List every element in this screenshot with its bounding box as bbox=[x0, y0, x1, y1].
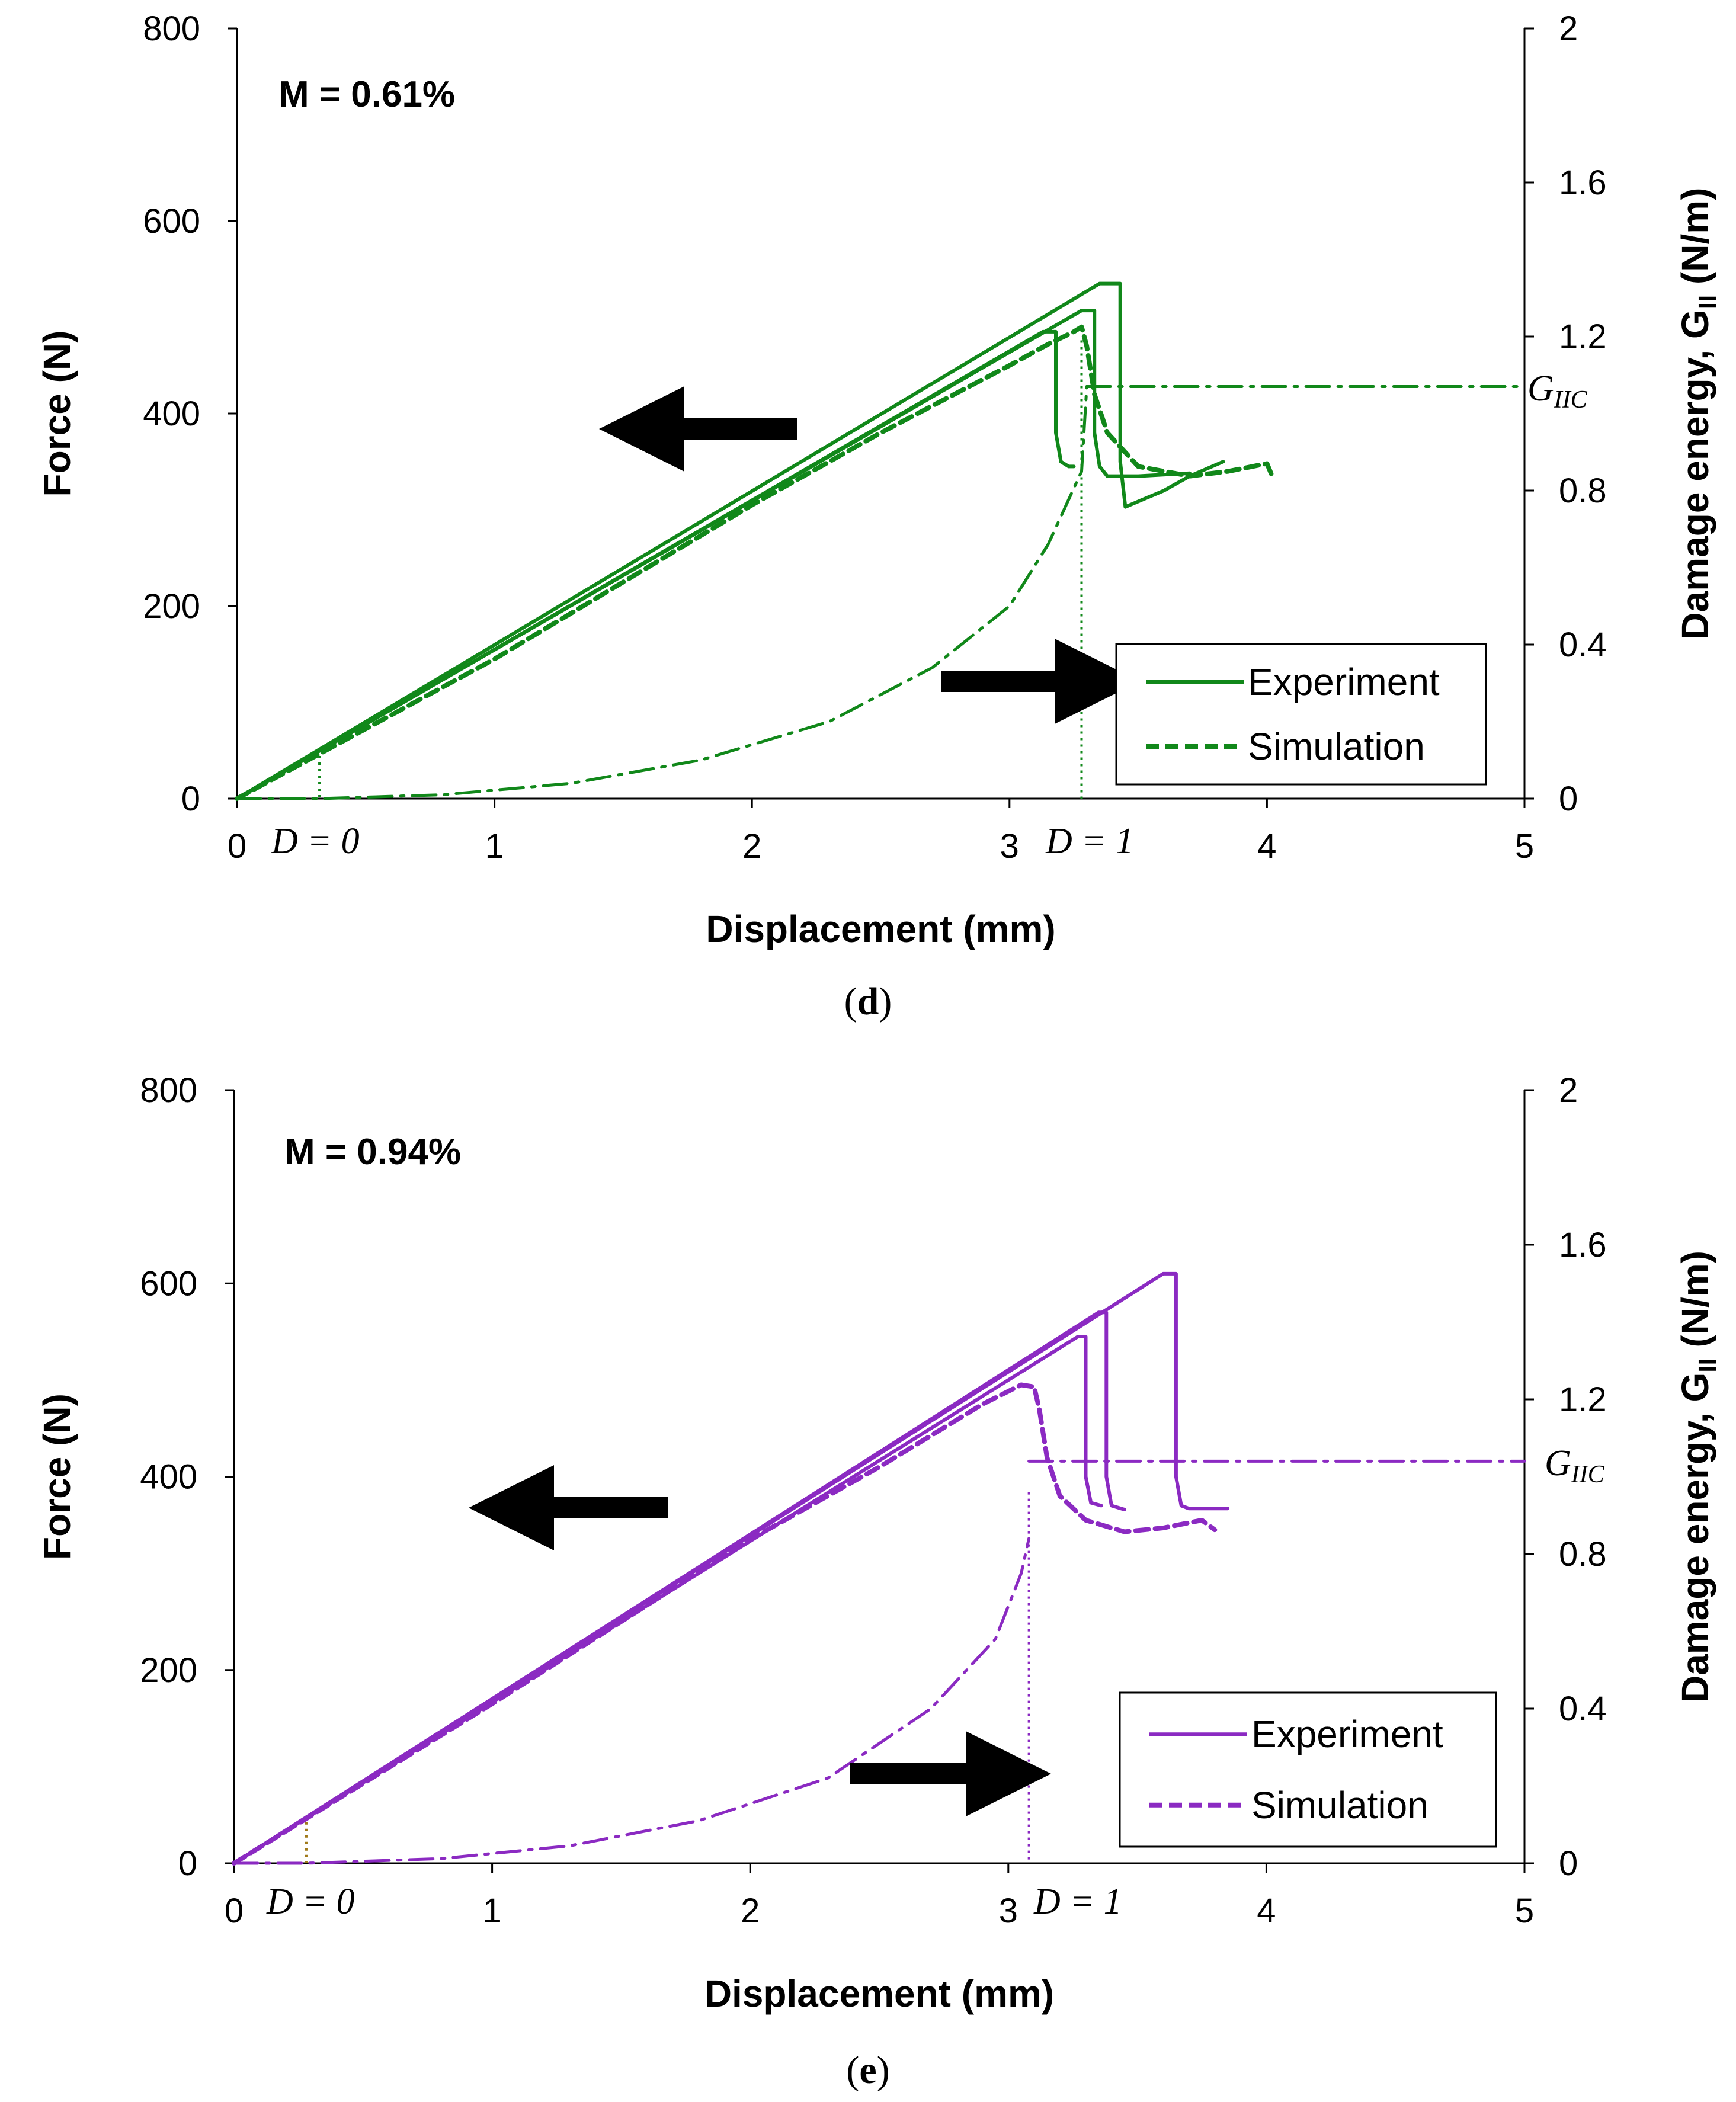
y-left-tick-label: 600 bbox=[140, 1264, 197, 1303]
x-tick-label: 4 bbox=[1257, 827, 1276, 866]
caption-letter: e bbox=[859, 2049, 876, 2092]
legend: Experiment Simulation bbox=[1119, 1691, 1497, 1848]
y-axis-right-title-main: Damage energy, G bbox=[1674, 1373, 1716, 1703]
legend-box bbox=[1119, 1691, 1497, 1848]
legend-label-simulation: Simulation bbox=[1248, 725, 1425, 768]
legend-box bbox=[1115, 643, 1487, 786]
caption-close: ) bbox=[879, 980, 892, 1023]
giic-label-subscript: IIC bbox=[1554, 386, 1588, 414]
caption-open: ( bbox=[846, 2049, 859, 2092]
giic-label-main: G bbox=[1527, 369, 1554, 409]
experiment-curve-2 bbox=[232, 1335, 1103, 1865]
x-tick-label: 3 bbox=[1000, 827, 1019, 866]
experiment-curve-2 bbox=[235, 329, 1076, 800]
y-right-tick-label: 0 bbox=[1559, 1844, 1578, 1883]
y-right-tick-label: 1.6 bbox=[1559, 164, 1607, 202]
chart-panel-e: 0 1 2 3 4 5020040060080000.40.81.21.62Displac… bbox=[36, 1071, 1722, 2092]
simulation-curve bbox=[235, 324, 1275, 801]
legend-label-experiment: Experiment bbox=[1248, 661, 1440, 703]
x-axis-title: Displacement (mm) bbox=[704, 1972, 1054, 2015]
y-axis-right-title-main: Damage energy, G bbox=[1674, 309, 1716, 639]
y-right-tick-label: 0.8 bbox=[1559, 472, 1607, 510]
y-left-tick-label: 200 bbox=[143, 587, 200, 626]
y-right-tick-label: 2 bbox=[1559, 9, 1578, 48]
y-left-tick-label: 400 bbox=[140, 1458, 197, 1497]
y-right-tick-label: 2 bbox=[1559, 1071, 1578, 1110]
y-left-tick-label: 600 bbox=[143, 202, 200, 241]
caption-letter: d bbox=[857, 980, 879, 1023]
giic-label-subscript: IIC bbox=[1571, 1461, 1605, 1488]
simulation-curve bbox=[232, 1382, 1218, 1866]
damage-energy-curve bbox=[232, 1537, 1031, 1865]
y-right-tick-label: 0.4 bbox=[1559, 626, 1607, 664]
y-right-tick-label: 1.6 bbox=[1559, 1226, 1607, 1264]
y-axis-right-title-subscript: II bbox=[1693, 1358, 1722, 1372]
chart-panel-d: 0 1 2 3 4 5020040060080000.40.81.21.62Displac… bbox=[36, 9, 1722, 1023]
experiment-curve-0 bbox=[232, 1271, 1230, 1865]
legend-label-simulation: Simulation bbox=[1251, 1784, 1428, 1827]
experiment-curve-1 bbox=[232, 1310, 1126, 1865]
y-left-tick-label: 800 bbox=[140, 1071, 197, 1110]
y-right-tick-label: 0.4 bbox=[1559, 1690, 1607, 1728]
x-axis-title: Displacement (mm) bbox=[706, 908, 1055, 950]
caption-open: ( bbox=[844, 980, 857, 1023]
legend-label-experiment: Experiment bbox=[1251, 1713, 1443, 1755]
y-right-tick-label: 0.8 bbox=[1559, 1535, 1607, 1574]
giic-label: GIIC bbox=[1545, 1443, 1605, 1488]
y-right-tick-label: 0 bbox=[1559, 780, 1578, 818]
y-axis-right-title-unit: (N/m) bbox=[1674, 187, 1716, 294]
y-right-tick-label: 1.2 bbox=[1559, 318, 1607, 356]
legend: Experiment Simulation bbox=[1115, 643, 1487, 786]
y-axis-left-title: Force (N) bbox=[36, 331, 78, 497]
x-tick-label: 2 bbox=[741, 1892, 760, 1930]
d1-label: D = 1 bbox=[1045, 821, 1134, 861]
y-axis-left-title: Force (N) bbox=[36, 1393, 78, 1560]
giic-label-main: G bbox=[1545, 1443, 1571, 1483]
x-tick-label: 0 bbox=[228, 827, 246, 866]
y-left-tick-label: 0 bbox=[181, 780, 200, 818]
giic-label: GIIC bbox=[1527, 369, 1588, 414]
y-axis-right-title-unit: (N/m) bbox=[1674, 1251, 1716, 1358]
x-tick-label: 3 bbox=[999, 1892, 1018, 1930]
caption-close: ) bbox=[877, 2049, 890, 2092]
moisture-annotation: M = 0.61% bbox=[278, 74, 455, 115]
y-left-tick-label: 800 bbox=[143, 9, 200, 48]
experiment-curve-1 bbox=[235, 309, 1192, 800]
experiment-curve-0 bbox=[235, 281, 1225, 800]
x-tick-label: 5 bbox=[1515, 1892, 1534, 1930]
x-tick-label: 5 bbox=[1515, 827, 1534, 866]
y-axis-right-title: Damage energy, GII (N/m) bbox=[1674, 187, 1722, 639]
y-right-tick-label: 1.2 bbox=[1559, 1380, 1607, 1419]
moisture-annotation: M = 0.94% bbox=[284, 1132, 461, 1172]
panel-caption: (d) bbox=[844, 980, 892, 1023]
y-left-tick-label: 0 bbox=[178, 1844, 197, 1883]
x-tick-label: 0 bbox=[225, 1892, 244, 1930]
d0-label: D = 0 bbox=[266, 1882, 355, 1922]
damage-energy-curve bbox=[235, 385, 1088, 800]
y-left-tick-label: 400 bbox=[143, 395, 200, 433]
x-tick-label: 2 bbox=[742, 827, 761, 866]
y-axis-right-title-subscript: II bbox=[1693, 295, 1722, 309]
d0-label: D = 0 bbox=[271, 821, 360, 861]
y-left-tick-label: 200 bbox=[140, 1651, 197, 1690]
x-tick-label: 1 bbox=[482, 1892, 501, 1930]
x-tick-label: 4 bbox=[1257, 1892, 1276, 1930]
y-axis-right-title: Damage energy, GII (N/m) bbox=[1674, 1251, 1722, 1703]
d1-label: D = 1 bbox=[1033, 1882, 1122, 1922]
panel-caption: (e) bbox=[846, 2049, 889, 2092]
x-tick-label: 1 bbox=[485, 827, 504, 866]
